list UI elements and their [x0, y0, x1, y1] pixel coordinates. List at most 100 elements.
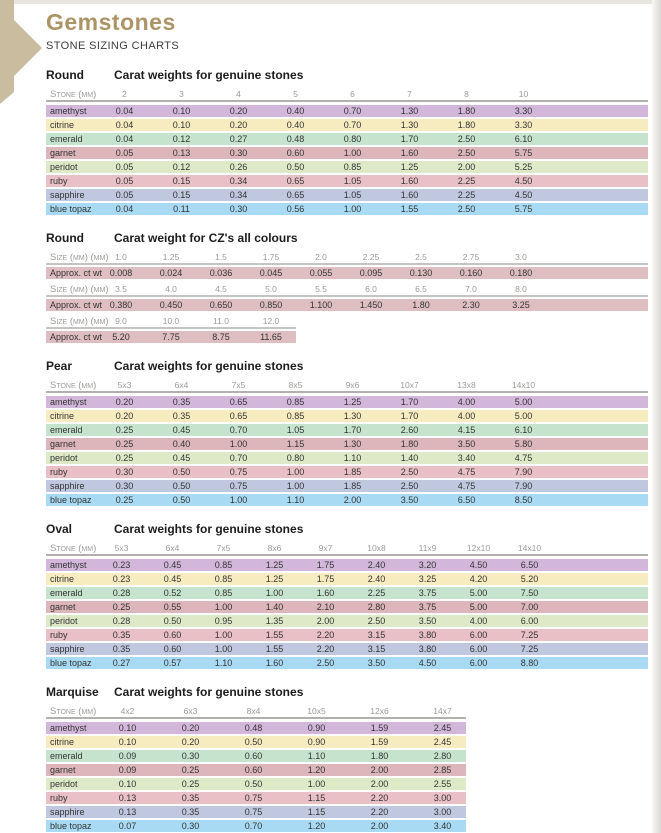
carat-value: 5.20 — [520, 574, 539, 584]
table-header-row: Stone (mm) 5x3 6x4 7x5 8x6 9x7 10x8 11x9 12x10 14… — [46, 542, 648, 556]
carat-value: 2.10 — [316, 602, 335, 612]
carat-value: 0.13 — [172, 148, 191, 158]
carat-value: 0.23 — [112, 560, 131, 570]
carat-value: 3.20 — [418, 560, 437, 570]
carat-value: 1.80 — [457, 106, 476, 116]
cz-weight-row: Approx. ct wt 0.380 0.450 0.650 0.850 1.100 1.… — [46, 299, 648, 311]
carat-value: 1.70 — [400, 397, 419, 407]
carat-value: 2.50 — [316, 658, 335, 668]
carat-value: 2.50 — [400, 467, 419, 477]
carat-value: 0.20 — [229, 106, 248, 116]
carat-value: 0.35 — [112, 644, 131, 654]
carat-value: 2.80 — [367, 602, 386, 612]
carat-value: 1.30 — [343, 439, 362, 449]
carat-value: 1.25 — [400, 162, 419, 172]
size-column-header: 10x7 — [400, 380, 419, 390]
cz-size-row: Size (mm) (mm) 1.0 1.25 1.5 1.75 2.0 2.25 2.5 2.… — [46, 251, 648, 265]
carat-value: 2.25 — [457, 190, 476, 200]
table-row-garnet: garnet 0.05 0.13 0.30 0.60 1.00 1.60 2.50 5.75 — [46, 147, 648, 159]
table-row-emerald: emerald 0.09 0.30 0.60 1.10 1.80 2.80 — [46, 750, 466, 762]
table-row-garnet: garnet 0.09 0.25 0.60 1.20 2.00 2.85 — [46, 764, 466, 776]
carat-value: 3.25 — [418, 574, 437, 584]
cz-carat-value: 7.75 — [162, 332, 180, 342]
carat-value: 1.60 — [316, 588, 335, 598]
cz-weight-label: Approx. ct wt — [50, 268, 103, 278]
stone-name: emerald — [50, 588, 83, 598]
carat-value: 5.00 — [469, 602, 488, 612]
cz-size-header: 1.25 — [162, 252, 180, 262]
cz-weight-label: Approx. ct wt — [50, 332, 103, 342]
carat-value: 0.25 — [112, 602, 131, 612]
carat-value: 0.85 — [343, 162, 362, 172]
carat-value: 0.30 — [229, 148, 248, 158]
cz-size-header: 5.0 — [265, 284, 277, 294]
stone-name: amethyst — [50, 560, 87, 570]
carat-value: 0.15 — [172, 176, 191, 186]
carat-value: 2.00 — [370, 821, 389, 831]
carat-value: 2.55 — [433, 779, 452, 789]
table-row-citrine: citrine 0.10 0.20 0.50 0.90 1.59 2.45 — [46, 736, 466, 748]
stone-name: emerald — [50, 134, 83, 144]
carat-value: 0.35 — [181, 807, 200, 817]
cz-carat-value: 2.30 — [462, 300, 480, 310]
carat-value: 0.28 — [112, 588, 131, 598]
carat-value: 0.60 — [163, 630, 182, 640]
stone-name: emerald — [50, 751, 83, 761]
carat-value: 1.30 — [400, 106, 419, 116]
carat-value: 1.00 — [229, 439, 248, 449]
cz-carat-value: 3.25 — [512, 300, 530, 310]
size-column-header: 5x3 — [114, 543, 129, 553]
carat-value: 0.35 — [181, 793, 200, 803]
cz-carat-value: 0.055 — [309, 268, 333, 278]
carat-value: 0.75 — [229, 481, 248, 491]
table-row-blue-topaz: blue topaz 0.07 0.30 0.70 1.20 2.00 3.40 — [46, 820, 466, 832]
carat-value: 2.20 — [316, 630, 335, 640]
carat-value: 0.60 — [163, 644, 182, 654]
carat-value: 1.00 — [214, 644, 233, 654]
carat-value: 4.00 — [457, 411, 476, 421]
stone-column-header: Stone (mm) — [50, 705, 97, 717]
carat-value: 4.75 — [457, 467, 476, 477]
carat-value: 3.40 — [433, 821, 452, 831]
stone-name: garnet — [50, 602, 76, 612]
carat-value: 4.00 — [469, 616, 488, 626]
table-title-row: Oval Carat weights for genuine stones — [46, 522, 648, 536]
carat-value: 5.00 — [514, 411, 533, 421]
carat-value: 4.75 — [514, 453, 533, 463]
table-row-emerald: emerald 0.04 0.12 0.27 0.48 0.80 1.70 2.50 6.10 — [46, 133, 648, 145]
carat-value: 1.00 — [307, 779, 326, 789]
cz-size-row: Size (mm) (mm) 3.5 4.0 4.5 5.0 5.5 6.0 6.5 7.0 8.… — [46, 283, 648, 297]
size-column-header: 7x5 — [231, 380, 246, 390]
carat-value: 4.00 — [457, 397, 476, 407]
table-row-ruby: ruby 0.05 0.15 0.34 0.65 1.05 1.60 2.25 4.50 — [46, 175, 648, 187]
carat-value: 1.00 — [343, 204, 362, 214]
cz-carat-value: 0.024 — [159, 268, 183, 278]
table-shape-label: Marquise — [46, 685, 99, 699]
document-content: Gemstones STONE SIZING CHARTS Round Carat… — [46, 9, 648, 832]
cz-size-header: 12.0 — [262, 316, 280, 326]
table-row-citrine: citrine 0.23 0.45 0.85 1.25 1.75 2.40 3.25 4.20 5… — [46, 573, 648, 585]
table-header-row: Stone (mm) 5x3 6x4 7x5 8x5 9x6 10x7 13x8 14x10 — [46, 379, 648, 393]
corner-arrow-icon — [0, 0, 42, 104]
stone-name: sapphire — [50, 644, 85, 654]
carat-value: 6.50 — [520, 560, 539, 570]
carat-value: 3.50 — [418, 616, 437, 626]
size-column-header: 10x8 — [367, 543, 386, 553]
size-column-header: 10x5 — [307, 706, 326, 716]
carat-value: 1.05 — [343, 176, 362, 186]
carat-value: 0.10 — [172, 120, 191, 130]
cz-size-header: 1.75 — [262, 252, 280, 262]
carat-value: 1.59 — [370, 723, 389, 733]
table-row-ruby: ruby 0.30 0.50 0.75 1.00 1.85 2.50 4.75 7.90 — [46, 466, 648, 478]
table-section-round-cz: Round Carat weight for CZ's all colours Si… — [46, 231, 648, 343]
carat-value: 0.10 — [118, 779, 137, 789]
table-section-marquise-genuine: Marquise Carat weights for genuine stones… — [46, 685, 466, 832]
carat-value: 0.85 — [214, 574, 233, 584]
table-title-row: Round Carat weight for CZ's all colours — [46, 231, 648, 245]
carat-value: 0.20 — [115, 397, 134, 407]
carat-value: 2.00 — [370, 765, 389, 775]
carat-value: 1.30 — [400, 120, 419, 130]
cz-carat-value: 0.160 — [459, 268, 483, 278]
cz-size-label: Size (mm) (mm) — [50, 315, 109, 327]
carat-value: 0.80 — [343, 134, 362, 144]
